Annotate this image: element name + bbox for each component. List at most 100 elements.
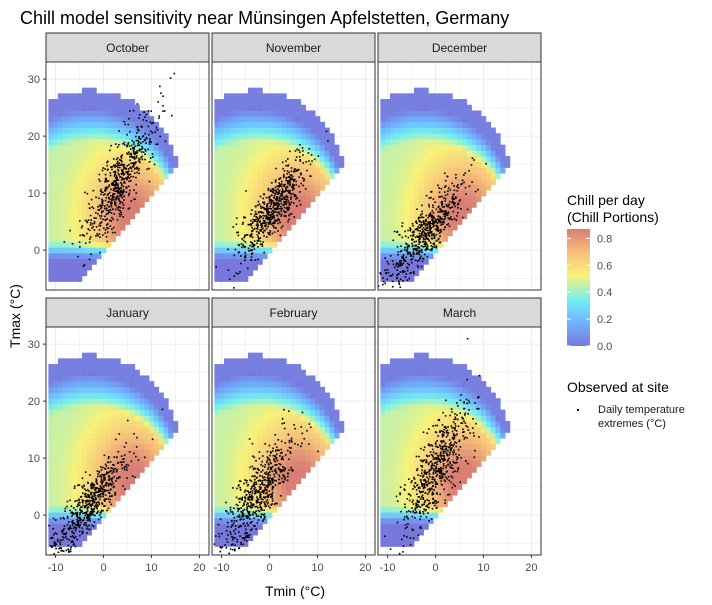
observed-point [121, 467, 124, 470]
heat-tile [144, 443, 150, 450]
observed-point [35, 582, 37, 584]
observed-point [126, 173, 129, 176]
heat-tile [457, 184, 463, 191]
observed-point [430, 230, 433, 233]
observed-point [86, 232, 88, 235]
observed-point [150, 141, 153, 143]
heat-tile [125, 364, 131, 371]
heat-tile [57, 489, 64, 496]
heat-tile [452, 110, 458, 117]
heat-tile [125, 104, 131, 111]
observed-point [81, 492, 84, 494]
observed-point [256, 216, 259, 219]
heat-tile [394, 270, 400, 277]
observed-point [84, 514, 86, 517]
heat-tile [67, 466, 73, 473]
heat-tile [86, 213, 92, 220]
observed-point [104, 494, 107, 497]
observed-point [444, 226, 446, 229]
observed-point [80, 518, 82, 521]
heat-tile [433, 247, 439, 254]
observed-point [275, 167, 277, 170]
observed-point [116, 195, 119, 197]
observed-point [270, 200, 273, 203]
heat-tile [394, 241, 400, 248]
observed-point [286, 180, 289, 182]
heat-tile [300, 127, 306, 134]
observed-point [438, 220, 440, 223]
heat-tile [485, 173, 492, 180]
heat-tile [77, 455, 83, 462]
heat-tile [409, 144, 415, 151]
heat-tile [67, 426, 73, 433]
heat-tile [81, 460, 88, 468]
observed-point [105, 484, 108, 487]
heat-tile [57, 173, 64, 180]
observed-point [439, 209, 442, 211]
observed-point [396, 231, 398, 233]
observed-point [103, 505, 105, 507]
heat-tile [433, 241, 439, 248]
observed-point [104, 205, 106, 208]
observed-point [241, 238, 243, 240]
observed-point [428, 213, 431, 216]
heat-tile [418, 133, 424, 140]
observed-point [120, 183, 123, 185]
heat-tile [252, 144, 258, 151]
observed-point [111, 182, 113, 185]
heat-tile [120, 466, 126, 473]
observed-point [448, 203, 451, 206]
heat-tile [62, 247, 68, 254]
heat-tile [96, 110, 102, 117]
heat-tile [409, 213, 415, 220]
heat-tile [81, 161, 88, 168]
observed-point [108, 475, 110, 477]
heat-tile [48, 99, 54, 106]
observed-point [128, 192, 131, 195]
heat-tile [385, 133, 391, 140]
heat-tile [233, 156, 239, 163]
observed-point [286, 170, 289, 172]
observed-point [414, 228, 417, 231]
observed-point [100, 205, 103, 208]
heat-tile [457, 167, 463, 174]
observed-point [295, 169, 298, 171]
heat-tile [62, 230, 68, 237]
observed-point [437, 184, 439, 187]
observed-point [111, 166, 113, 168]
observed-point [405, 273, 408, 275]
heat-tile [252, 161, 258, 168]
heat-tile [238, 121, 244, 128]
observed-point [107, 456, 110, 458]
observed-point [133, 158, 136, 160]
heat-tile [300, 150, 306, 157]
observed-point [116, 456, 118, 459]
observed-point [130, 200, 132, 202]
heat-tile [144, 398, 150, 405]
observed-point [100, 480, 102, 483]
observed-point [295, 180, 297, 183]
observed-point [87, 489, 89, 491]
observed-point [400, 262, 403, 265]
observed-point [285, 211, 287, 213]
heat-tile [91, 421, 97, 428]
observed-point [287, 176, 290, 179]
observed-point [262, 219, 265, 222]
observed-point [105, 224, 108, 226]
observed-point [162, 110, 164, 112]
observed-point [250, 241, 252, 243]
heat-tile [72, 529, 78, 536]
heat-tile [57, 460, 64, 468]
heat-tile [257, 133, 263, 140]
heat-tile [86, 466, 92, 473]
heat-tile [96, 466, 102, 473]
observed-point [422, 230, 425, 232]
observed-point [268, 221, 270, 224]
heat-tile [252, 156, 258, 163]
heat-tile [219, 184, 225, 191]
observed-point [116, 146, 119, 148]
heat-tile [115, 121, 121, 128]
observed-point [100, 511, 102, 514]
heat-tile [394, 173, 400, 180]
heat-tile [324, 138, 330, 146]
